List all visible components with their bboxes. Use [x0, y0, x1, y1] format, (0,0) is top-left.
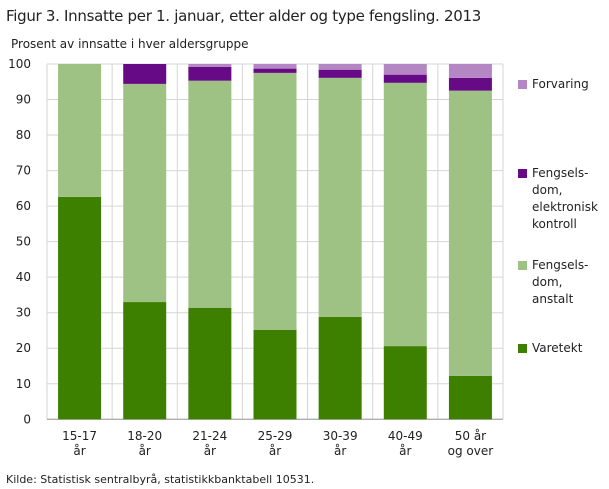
legend-label-line: Fengsels- — [532, 258, 589, 272]
legend-item: Fengsels-dom, elektronisk kontroll — [518, 165, 598, 233]
bar-segment — [318, 316, 362, 420]
x-tick-label: år — [73, 444, 85, 458]
bar-segment — [188, 307, 232, 420]
y-tick-label: 90 — [16, 93, 31, 107]
y-tick-label: 80 — [16, 128, 31, 142]
bar-segment — [253, 68, 297, 73]
x-tick-label: år — [334, 444, 346, 458]
y-tick-label: 40 — [16, 270, 31, 284]
x-tick-label: 15-17 — [62, 429, 97, 443]
x-tick-label: år — [139, 444, 151, 458]
bar-segment — [123, 83, 167, 303]
bar-segment — [383, 346, 427, 420]
legend-label-line: anstalt — [532, 292, 574, 306]
y-tick-label: 60 — [16, 199, 31, 213]
y-axis-label: Prosent av innsatte i hver aldersgruppe — [11, 37, 249, 51]
bar-segment — [318, 69, 362, 78]
source-note: Kilde: Statistisk sentralbyrå, statistik… — [6, 473, 315, 486]
bar-segment — [318, 77, 362, 317]
bar-segment — [123, 302, 167, 420]
bar-segment — [448, 77, 492, 91]
legend-label: Fengsels-dom, elektronisk kontroll — [532, 165, 598, 233]
bar-segment — [383, 74, 427, 83]
legend-item: Varetekt — [518, 340, 582, 357]
x-tick-label: 30-39 — [323, 429, 358, 443]
y-tick-label: 0 — [23, 412, 31, 426]
bar-segment — [123, 64, 167, 84]
bar-segment — [58, 64, 102, 197]
legend-swatch — [518, 80, 527, 89]
legend-item: Fengsels-dom, anstalt — [518, 257, 588, 308]
legend-label-line: dom, — [532, 275, 563, 289]
x-tick-label: år — [269, 444, 281, 458]
x-tick-label: år — [399, 444, 411, 458]
bar-segment — [253, 329, 297, 420]
x-tick-label: 40-49 — [388, 429, 423, 443]
y-tick-label: 30 — [16, 306, 31, 320]
x-tick-label: 21-24 — [192, 429, 227, 443]
legend-label-line: kontroll — [532, 217, 577, 231]
bar-segment — [253, 64, 297, 69]
y-tick-label: 50 — [16, 235, 31, 249]
bar-segment — [188, 80, 232, 308]
legend-label-line: dom, — [532, 183, 563, 197]
legend-label-line: elektronisk — [532, 200, 598, 214]
legend-label: Fengsels-dom, anstalt — [532, 257, 588, 308]
legend-label-line: Varetekt — [532, 341, 583, 355]
bar-segment — [58, 196, 102, 420]
y-tick-label: 20 — [16, 341, 31, 355]
bar-segment — [188, 64, 232, 67]
bar-segment — [383, 82, 427, 347]
bar-segment — [188, 66, 232, 81]
x-tick-label: år — [204, 444, 216, 458]
y-tick-label: 10 — [16, 377, 31, 391]
legend-swatch — [518, 261, 527, 270]
bar-segment — [383, 64, 427, 75]
legend-item: Forvaring — [518, 76, 589, 93]
x-tick-label: 18-20 — [127, 429, 162, 443]
bar-segment — [448, 375, 492, 420]
bar-segment — [253, 72, 297, 330]
chart-title: Figur 3. Innsatte per 1. januar, etter a… — [6, 7, 481, 25]
legend-swatch — [518, 344, 527, 353]
legend-label: Varetekt — [532, 340, 582, 357]
y-tick-label: 70 — [16, 164, 31, 178]
bar-segment — [448, 90, 492, 376]
x-tick-label: og over — [448, 444, 494, 458]
legend-swatch — [518, 169, 527, 178]
bar-segment — [448, 64, 492, 78]
legend-label: Forvaring — [532, 76, 589, 93]
y-tick-label: 100 — [8, 57, 31, 71]
x-tick-label: 25-29 — [258, 429, 293, 443]
x-tick-label: 50 år — [455, 429, 486, 443]
legend-label-line: Fengsels- — [532, 166, 589, 180]
bar-segment — [318, 64, 362, 70]
legend-label-line: Forvaring — [532, 77, 589, 91]
